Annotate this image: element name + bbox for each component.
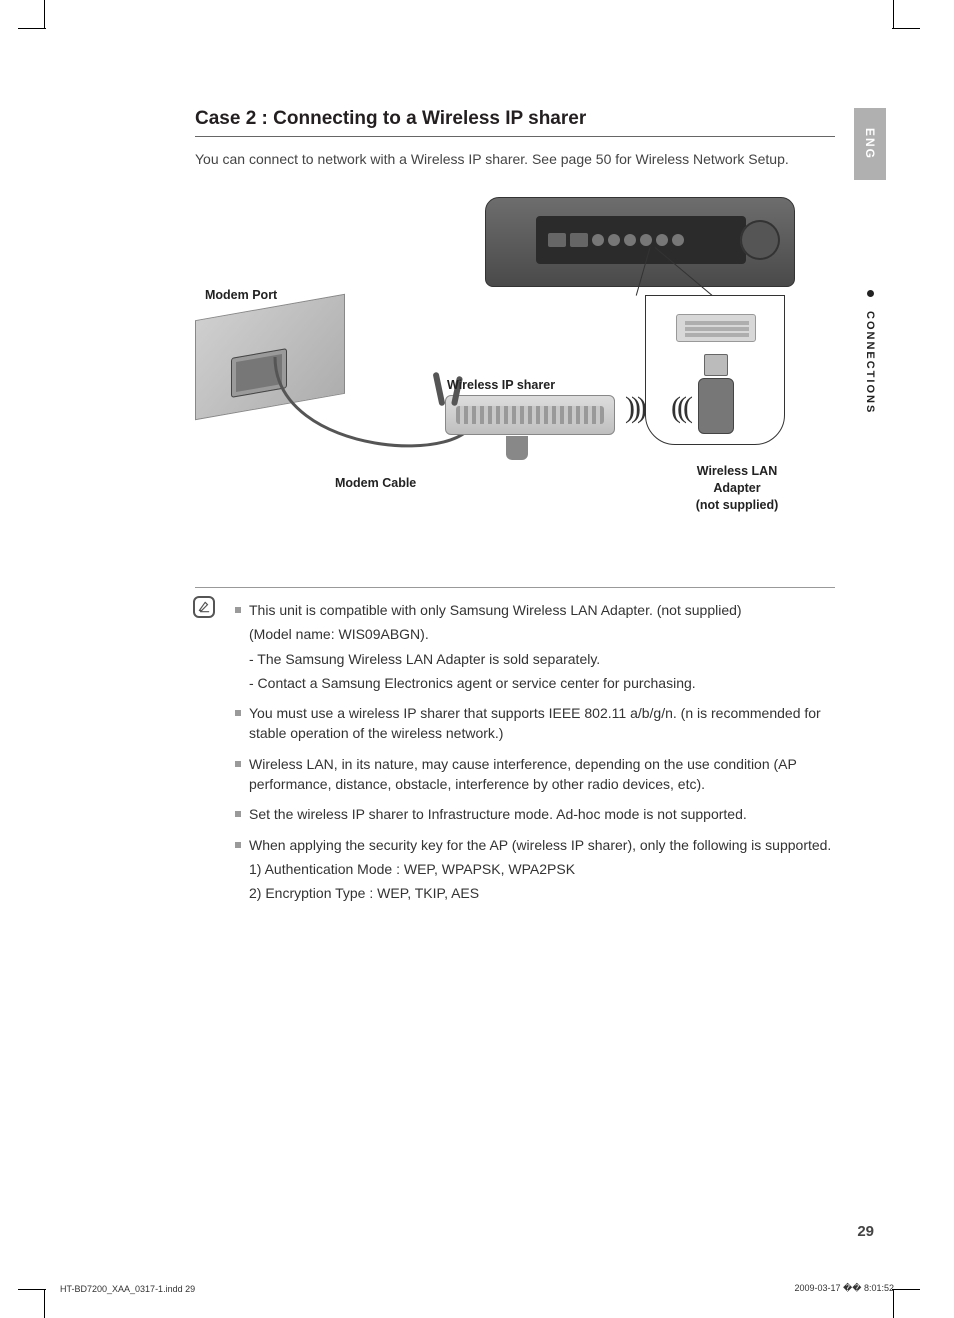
bullet-icon (867, 290, 874, 297)
note-text: You must use a wireless IP sharer that s… (249, 705, 821, 741)
note-item: Set the wireless IP sharer to Infrastruc… (235, 804, 835, 824)
port-cluster (548, 226, 688, 254)
note-icon (193, 596, 215, 618)
label-modem-port: Modem Port (205, 287, 277, 304)
section-title: Case 2 : Connecting to a Wireless IP sha… (195, 108, 835, 137)
print-timestamp: 2009-03-17 �� 8:01:52 (794, 1283, 894, 1294)
label-modem-cable: Modem Cable (335, 475, 416, 492)
label-wireless-sharer: Wireless IP sharer (447, 377, 555, 394)
notes-section: This unit is compatible with only Samsun… (195, 587, 835, 904)
page-number: 29 (857, 1223, 874, 1240)
note-text: Set the wireless IP sharer to Infrastruc… (249, 806, 747, 822)
note-subtext: 1) Authentication Mode : WEP, WPAPSK, WP… (249, 859, 835, 879)
content-area: Case 2 : Connecting to a Wireless IP sha… (195, 108, 835, 914)
label-wlan-l3: (not supplied) (696, 498, 779, 512)
note-subtext: - The Samsung Wireless LAN Adapter is so… (249, 649, 835, 669)
note-subtext: 2) Encryption Type : WEP, TKIP, AES (249, 883, 835, 903)
print-filename: HT-BD7200_XAA_0317-1.indd 29 (60, 1284, 195, 1294)
note-item: This unit is compatible with only Samsun… (235, 600, 835, 693)
note-subtext: (Model name: WIS09ABGN). (249, 624, 835, 644)
crop-mark (893, 1290, 894, 1318)
device-rear-panel (485, 197, 795, 287)
crop-mark (893, 0, 894, 28)
section-tab-label: CONNECTIONS (864, 311, 876, 414)
note-subtext: - Contact a Samsung Electronics agent or… (249, 673, 835, 693)
crop-mark (892, 1289, 920, 1290)
section-tab: CONNECTIONS (854, 290, 886, 470)
language-tab-label: ENG (863, 128, 877, 160)
note-text: Wireless LAN, in its nature, may cause i… (249, 756, 797, 792)
wlan-adapter-graphic (698, 354, 734, 434)
note-item: When applying the security key for the A… (235, 835, 835, 904)
label-wlan-l2: Adapter (713, 481, 760, 495)
wireless-router-graphic (445, 395, 615, 435)
crop-mark (892, 28, 920, 29)
wifi-waves-icon: ((( (671, 393, 689, 423)
crop-mark (18, 1289, 46, 1290)
label-wlan-l1: Wireless LAN (697, 464, 777, 478)
connection-diagram: Modem Port (195, 197, 835, 557)
language-tab: ENG (854, 108, 886, 180)
usb-slot (676, 314, 756, 342)
crop-mark (44, 1290, 45, 1318)
fan-icon (740, 220, 780, 260)
note-text: This unit is compatible with only Samsun… (249, 602, 742, 618)
wifi-waves-icon: ))) (625, 393, 643, 423)
crop-mark (18, 28, 46, 29)
usb-port-zoom (645, 295, 785, 445)
note-item: Wireless LAN, in its nature, may cause i… (235, 754, 835, 795)
note-item: You must use a wireless IP sharer that s… (235, 703, 835, 744)
crop-mark (44, 0, 45, 28)
intro-text: You can connect to network with a Wirele… (195, 151, 835, 167)
manual-page: { "title": "Case 2 : Connecting to a Wir… (0, 0, 954, 1318)
note-text: When applying the security key for the A… (249, 837, 831, 853)
